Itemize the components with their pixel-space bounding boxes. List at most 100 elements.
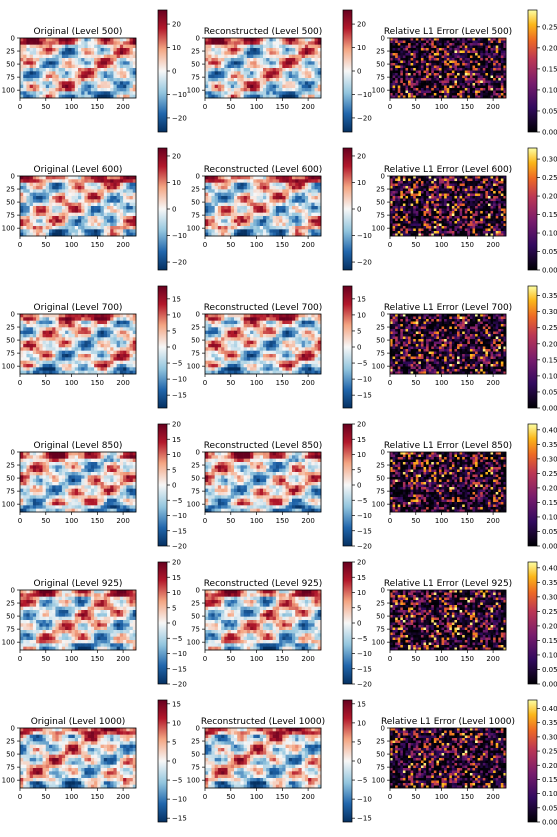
heat-cell [459, 73, 463, 76]
x-tick-label: 50 [41, 103, 50, 111]
heat-cell [420, 93, 424, 96]
heat-cell [246, 74, 251, 79]
heat-cell [405, 70, 409, 74]
heat-cell [52, 71, 56, 75]
heat-cell [459, 70, 463, 74]
heat-cell [475, 221, 478, 224]
heat-cell [395, 193, 399, 197]
heat-cell [405, 176, 409, 179]
heat-cell [90, 48, 95, 52]
heat-cell [243, 68, 248, 72]
colorbar-tick-label: 0.00 [542, 267, 557, 275]
heat-cell [451, 85, 455, 89]
heat-cell [208, 176, 212, 180]
heat-cell [123, 212, 127, 217]
heat-cell [477, 95, 481, 99]
heat-cell [208, 78, 212, 82]
heat-cell [29, 232, 34, 237]
heat-cell [61, 192, 66, 197]
heat-cell [103, 81, 108, 85]
heat-cell [275, 44, 280, 49]
heat-cell [256, 58, 261, 62]
heat-cell [288, 61, 293, 65]
heat-cell [475, 80, 478, 84]
heat-cell [487, 178, 491, 182]
heat-cell [240, 41, 244, 45]
heat-cell [428, 231, 432, 234]
heat-cell [467, 181, 471, 184]
heat-cell [65, 71, 69, 75]
heat-cell [397, 176, 401, 179]
heat-cell [221, 71, 225, 75]
heat-cell [464, 38, 468, 41]
heat-cell [400, 191, 404, 194]
heat-cell [221, 38, 225, 42]
heat-cell [107, 64, 111, 69]
heat-cell [459, 223, 463, 227]
heat-cell [55, 232, 59, 237]
heat-cell [441, 226, 445, 229]
heat-cell [446, 183, 450, 187]
heat-cell [498, 45, 502, 49]
heat-cell [498, 65, 502, 69]
heat-cell [113, 229, 117, 233]
heat-cell [32, 74, 37, 79]
heat-cell [126, 48, 130, 52]
x-tick-label: 200 [301, 241, 314, 249]
heat-cell [234, 179, 238, 183]
heat-cell [68, 64, 72, 69]
heat-cell [292, 74, 296, 79]
heat-cell [65, 84, 69, 89]
heat-cell [45, 71, 50, 75]
heat-cell [272, 48, 277, 52]
heat-cell [451, 188, 455, 192]
heat-cell [469, 50, 473, 54]
heat-cell [266, 64, 270, 69]
heat-cell [464, 203, 468, 207]
heat-cell [464, 63, 468, 66]
heat-cell [311, 51, 315, 55]
heat-cell [243, 216, 248, 220]
heat-cell [490, 73, 494, 76]
heat-cell [446, 88, 450, 91]
heat-cell [71, 199, 76, 203]
heat-cell [84, 222, 88, 227]
heat-cell [438, 80, 442, 84]
heat-cell [459, 78, 463, 81]
heat-cell [495, 78, 499, 81]
heat-cell [116, 64, 121, 69]
heat-cell [436, 196, 440, 199]
heat-cell [500, 83, 504, 86]
heat-cell [485, 43, 489, 46]
heat-cell [113, 192, 117, 197]
heat-cell [253, 74, 257, 79]
heat-cell [423, 226, 427, 229]
heat-cell [208, 206, 212, 210]
heat-cell [420, 73, 424, 76]
heat-cell [469, 53, 473, 56]
heat-cell [61, 216, 66, 220]
heat-cell [420, 218, 424, 222]
heat-cell [71, 68, 76, 72]
heat-cell [107, 192, 111, 197]
heat-cell [405, 196, 409, 199]
heat-cell [250, 232, 254, 237]
heat-cell [94, 51, 98, 55]
heat-cell [237, 199, 241, 203]
heat-cell [503, 50, 507, 54]
heat-cell [410, 40, 414, 44]
heat-cell [42, 186, 47, 190]
heat-cell [441, 75, 445, 79]
heat-cell [441, 58, 445, 61]
heat-cell [457, 75, 460, 79]
heat-cell [65, 94, 69, 99]
heat-cell [29, 71, 34, 75]
heat-cell [495, 226, 499, 229]
heat-cell [230, 202, 235, 207]
heat-cell [441, 203, 445, 207]
heat-cell [78, 196, 82, 200]
heat-cell [87, 189, 92, 193]
heat-cell [129, 64, 134, 69]
heat-cell [304, 179, 309, 183]
heat-cell [493, 193, 496, 197]
